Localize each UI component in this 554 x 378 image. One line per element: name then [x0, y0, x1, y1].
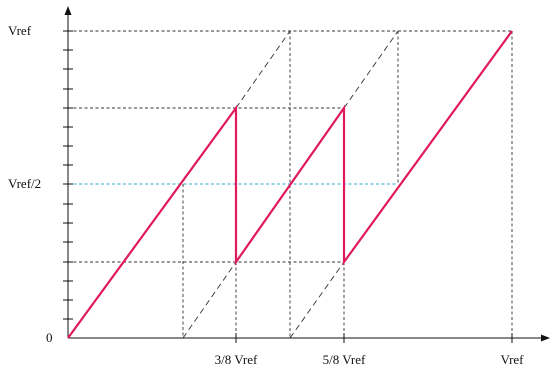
diag-upper-2 [343, 30, 399, 109]
y-axis-ticks [63, 30, 73, 320]
diag-upper-1 [235, 30, 291, 109]
x-label-vref: Vref [500, 352, 524, 367]
y-label-half-vref: Vref/2 [8, 176, 41, 191]
x-axis-ticks [235, 333, 513, 343]
vertical-guide-lines [182, 31, 513, 338]
x-label-five-eighths: 5/8 Vref [323, 352, 366, 367]
transfer-curve [67, 30, 513, 339]
y-axis-arrow-icon [64, 6, 72, 15]
diag-lower-2 [289, 261, 345, 339]
y-label-vref: Vref [8, 23, 32, 38]
y-label-zero: 0 [46, 330, 53, 345]
diagonal-extension-lines [182, 30, 399, 339]
diag-lower-1 [182, 261, 237, 339]
axes [67, 14, 541, 339]
x-axis-arrow-icon [541, 334, 550, 342]
x-label-three-eighths: 3/8 Vref [215, 352, 258, 367]
